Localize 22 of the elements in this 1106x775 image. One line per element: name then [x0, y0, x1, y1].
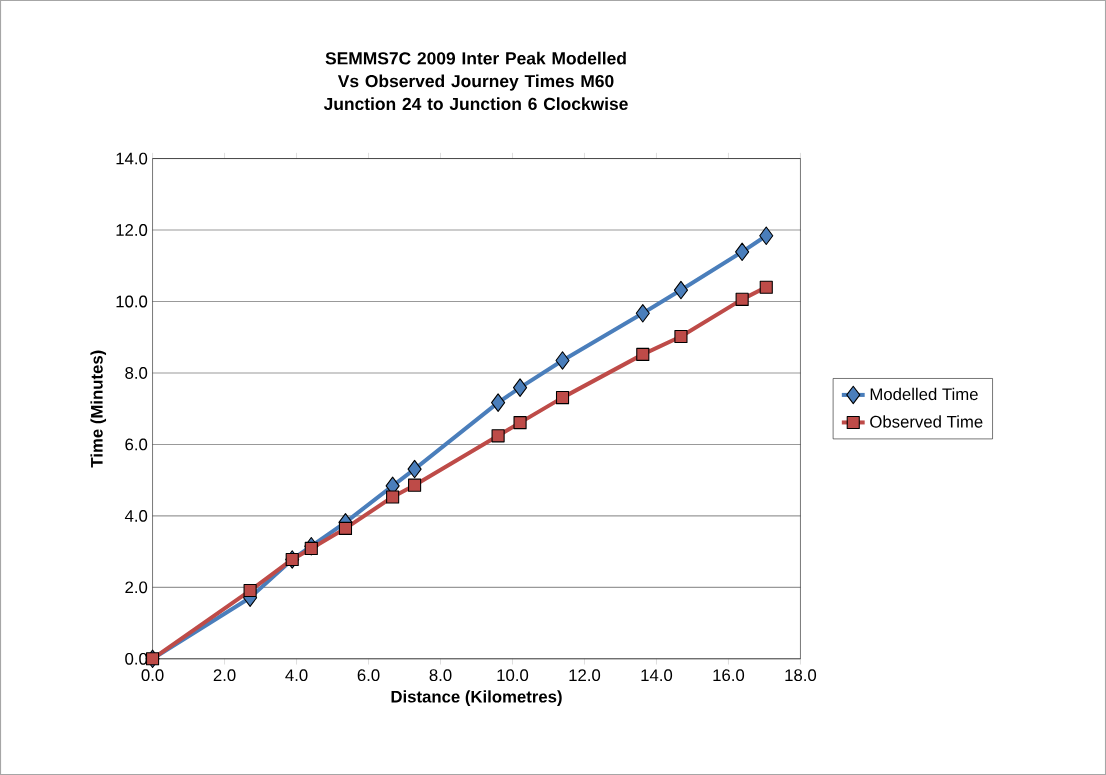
x-tick-label: 2.0	[213, 669, 236, 682]
x-tick-label: 6.0	[357, 669, 380, 682]
x-tick-label: 0.0	[141, 669, 164, 682]
y-axis-title: Time (Minutes)	[90, 350, 107, 468]
x-tick-label: 12.0	[569, 669, 601, 682]
y-tick-label: 4.0	[124, 509, 148, 522]
chart-title: SEMMS7C 2009 Inter Peak Modelled Vs Observed Journey Times M60 Junction 24 to Junction 6 Clockwise	[323, 51, 628, 110]
x-tick-label: 10.0	[497, 669, 529, 682]
y-tick-label: 14.0	[116, 152, 148, 165]
x-tick-label: 4.0	[285, 669, 308, 682]
x-tick-label: 18.0	[785, 669, 817, 682]
legend-label: Observed Time	[870, 415, 983, 428]
x-axis-title: Distance (Kilometres)	[391, 690, 562, 706]
legend-label: Modelled Time	[870, 387, 978, 401]
y-tick-label: 2.0	[125, 581, 148, 594]
y-tick-label: 10.0	[116, 295, 148, 308]
x-tick-label: 14.0	[641, 669, 673, 682]
y-tick-label: 6.0	[125, 438, 148, 451]
x-tick-label: 8.0	[429, 669, 452, 682]
y-tick-label: 12.0	[116, 224, 148, 236]
x-tick-label: 16.0	[713, 669, 745, 682]
y-tick-label: 8.0	[125, 366, 148, 379]
